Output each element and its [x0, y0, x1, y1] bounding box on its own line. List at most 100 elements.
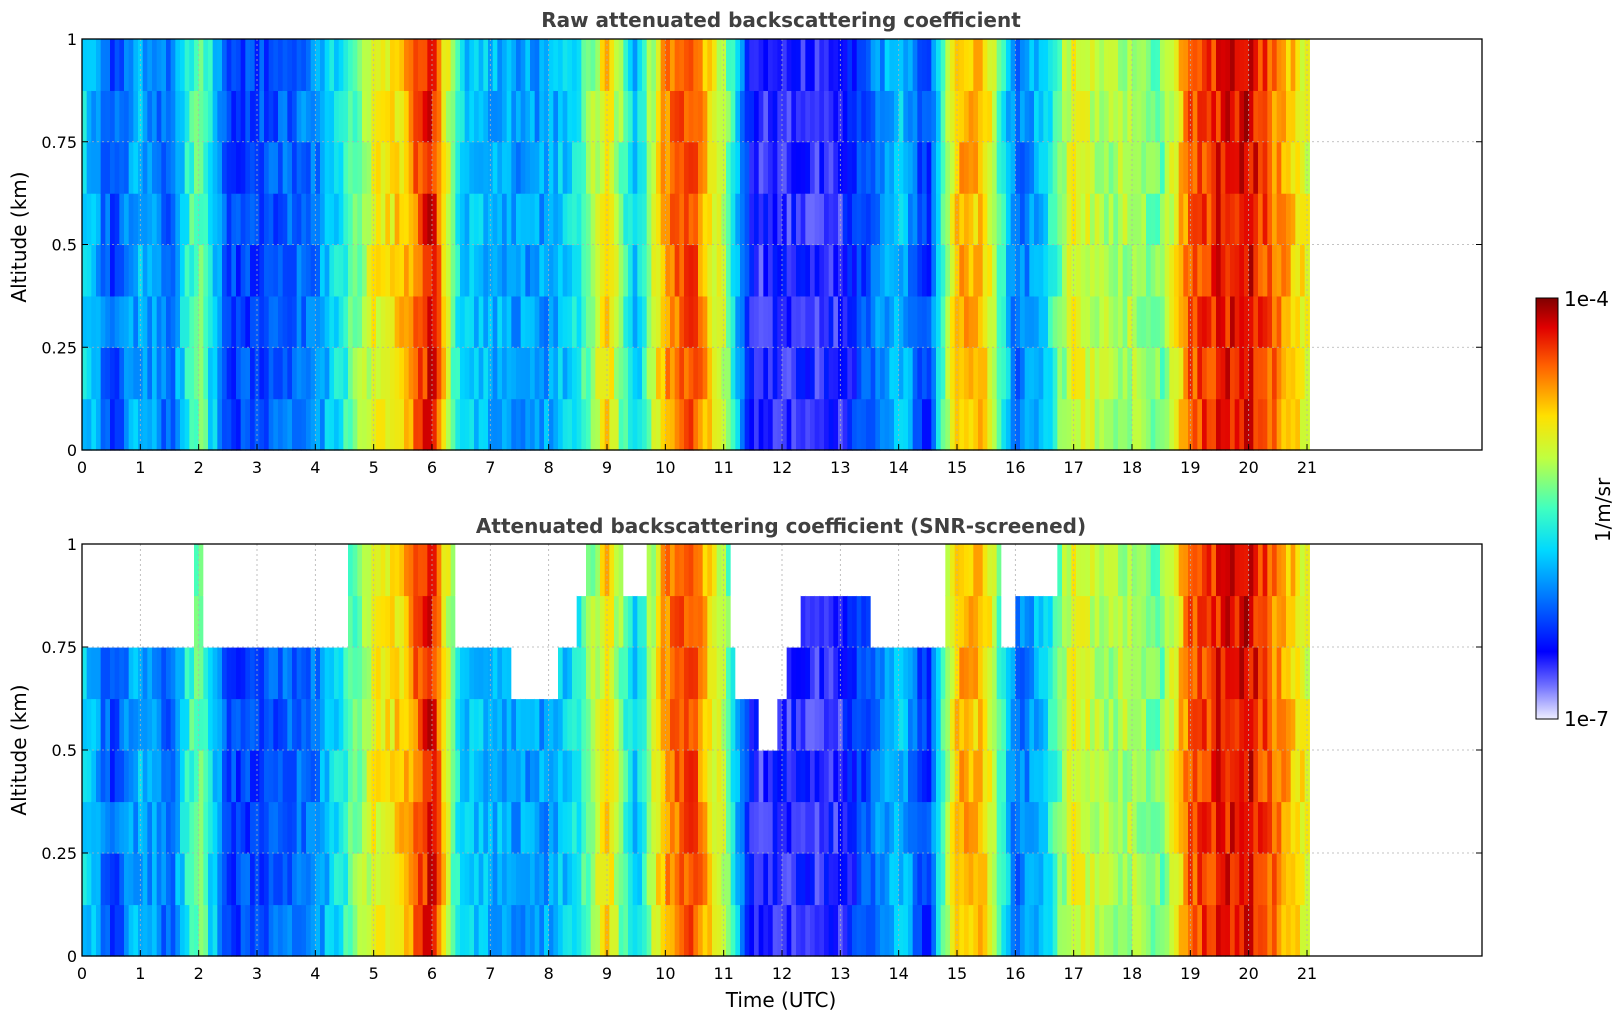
heatmap-cell [194, 904, 200, 957]
heatmap-cell [707, 853, 713, 906]
heatmap-cell [264, 698, 270, 751]
heatmap-cell [422, 141, 428, 194]
heatmap-cell [483, 595, 489, 648]
heatmap-cell [530, 853, 536, 906]
heatmap-cell [595, 750, 601, 803]
heatmap-cell [506, 595, 512, 648]
heatmap-cell [455, 853, 461, 906]
heatmap-cell [1160, 698, 1166, 751]
heatmap-cell [1248, 544, 1254, 597]
heatmap-cell [847, 193, 853, 246]
heatmap-cell [1010, 141, 1016, 194]
heatmap-cell [413, 801, 419, 854]
heatmap-cell [702, 141, 708, 194]
heatmap-cell [292, 347, 298, 400]
heatmap-cell [730, 141, 736, 194]
heatmap-cell [114, 398, 120, 451]
heatmap-cell [698, 647, 704, 700]
heatmap-cell [301, 39, 307, 91]
heatmap-cell [1225, 398, 1231, 451]
heatmap-cell [82, 595, 88, 648]
heatmap-cell [1001, 595, 1007, 648]
heatmap-cell [236, 39, 242, 91]
heatmap-cell [1174, 193, 1180, 246]
heatmap-cell [665, 801, 671, 854]
heatmap-cell [562, 904, 568, 957]
heatmap-cell [488, 647, 494, 700]
heatmap-cell [1029, 595, 1035, 648]
heatmap-cell [362, 647, 368, 700]
heatmap-cell [604, 295, 610, 348]
heatmap-cell [1136, 750, 1142, 803]
heatmap-cell [777, 750, 783, 803]
heatmap-cell [82, 853, 88, 906]
heatmap-cell [824, 39, 830, 91]
heatmap-cell [1076, 698, 1082, 751]
heatmap-cell [618, 904, 624, 957]
heatmap-cell [399, 398, 405, 451]
heatmap-cell [749, 801, 755, 854]
heatmap-cell [142, 750, 148, 803]
heatmap-cell [147, 398, 153, 451]
heatmap-cell [1132, 750, 1138, 803]
heatmap-cell [1043, 90, 1049, 143]
heatmap-cell [1239, 750, 1245, 803]
heatmap-cell [399, 595, 405, 648]
heatmap-cell [978, 595, 984, 648]
heatmap-cell [968, 750, 974, 803]
heatmap-cell [114, 544, 120, 597]
heatmap-cell [1300, 141, 1306, 194]
heatmap-cell [268, 193, 274, 246]
heatmap-cell [632, 647, 638, 700]
x-tick-label: 16 [1005, 964, 1025, 983]
heatmap-cell [553, 295, 559, 348]
heatmap-cell [632, 193, 638, 246]
heatmap-cell [1034, 347, 1040, 400]
heatmap-cell [296, 141, 302, 194]
heatmap-cell [1244, 647, 1250, 700]
heatmap-cell [1258, 698, 1264, 751]
heatmap-cell [1118, 904, 1124, 957]
heatmap-cell [1020, 595, 1026, 648]
heatmap-cell [194, 347, 200, 400]
heatmap-cell [1253, 853, 1259, 906]
heatmap-cell [460, 647, 466, 700]
heatmap-cell [516, 904, 522, 957]
heatmap-cell [651, 193, 657, 246]
heatmap-cell [474, 295, 480, 348]
heatmap-cell [469, 801, 475, 854]
heatmap-cell [1113, 193, 1119, 246]
heatmap-cell [497, 193, 503, 246]
heatmap-cell [441, 750, 447, 803]
heatmap-cell [870, 347, 876, 400]
heatmap-cell [1150, 698, 1156, 751]
heatmap-cell [1188, 801, 1194, 854]
heatmap-cell [1169, 853, 1175, 906]
heatmap-cell [978, 698, 984, 751]
heatmap-cell [91, 904, 97, 957]
heatmap-cell [441, 193, 447, 246]
x-tick-label: 9 [602, 964, 612, 983]
heatmap-cell [805, 647, 811, 700]
heatmap-cell [245, 39, 251, 91]
heatmap-cell [959, 544, 965, 597]
heatmap-cell [1276, 750, 1282, 803]
heatmap-cell [544, 698, 550, 751]
heatmap-cell [436, 244, 442, 297]
heatmap-cell [511, 347, 517, 400]
heatmap-cell [1253, 39, 1259, 91]
heatmap-cell [147, 647, 153, 700]
heatmap-cell [100, 904, 106, 957]
heatmap-cell [310, 801, 316, 854]
heatmap-cell [222, 39, 228, 91]
x-tick-label: 21 [1297, 458, 1317, 477]
heatmap-cell [576, 750, 582, 803]
heatmap-cell [175, 647, 181, 700]
heatmap-cell [1132, 39, 1138, 91]
heatmap-cell [959, 141, 965, 194]
heatmap-cell [600, 544, 606, 597]
heatmap-cell [418, 90, 424, 143]
heatmap-cell [338, 750, 344, 803]
heatmap-cell [119, 698, 125, 751]
heatmap-cell [740, 90, 746, 143]
